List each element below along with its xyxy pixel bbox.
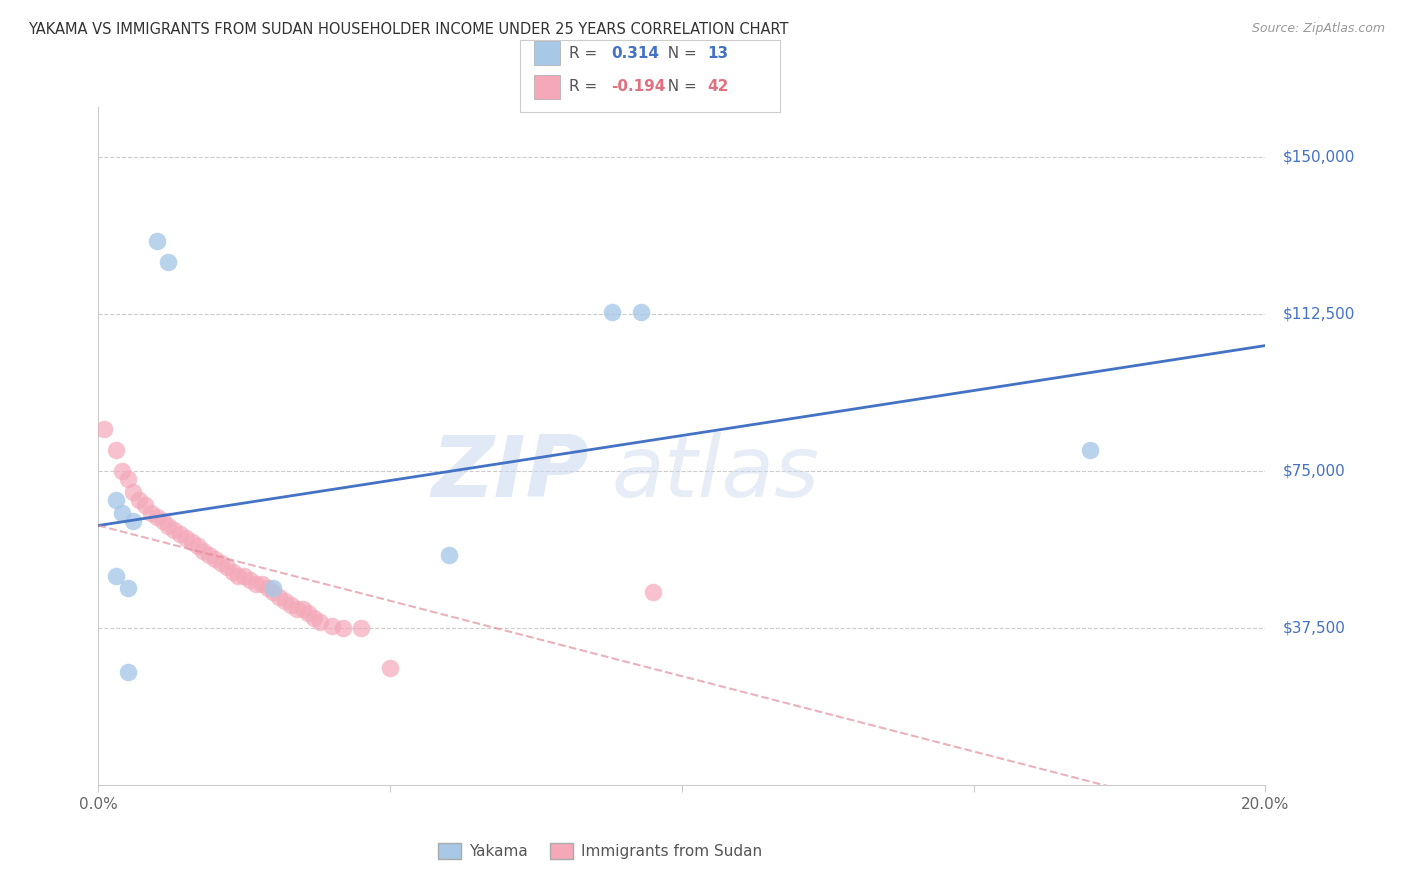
Text: R =: R = xyxy=(569,45,603,61)
Point xyxy=(104,493,127,508)
Point xyxy=(228,568,250,582)
Point xyxy=(193,543,215,558)
Point xyxy=(111,506,134,520)
Point xyxy=(152,514,174,528)
Point xyxy=(117,665,139,679)
Point xyxy=(600,305,623,319)
Text: N =: N = xyxy=(658,45,702,61)
Point xyxy=(239,573,262,587)
Point xyxy=(93,422,115,436)
Point xyxy=(180,535,202,549)
Point xyxy=(122,514,145,528)
Point xyxy=(146,510,169,524)
Text: R =: R = xyxy=(569,79,603,95)
Point xyxy=(233,568,256,582)
Point xyxy=(215,560,238,574)
Text: YAKAMA VS IMMIGRANTS FROM SUDAN HOUSEHOLDER INCOME UNDER 25 YEARS CORRELATION CH: YAKAMA VS IMMIGRANTS FROM SUDAN HOUSEHOL… xyxy=(28,22,789,37)
Text: Source: ZipAtlas.com: Source: ZipAtlas.com xyxy=(1251,22,1385,36)
Point xyxy=(104,443,127,458)
Point xyxy=(250,577,273,591)
Point xyxy=(128,493,150,508)
Text: 0.314: 0.314 xyxy=(612,45,659,61)
Text: 13: 13 xyxy=(707,45,728,61)
Point xyxy=(350,621,373,635)
Point xyxy=(146,234,169,248)
Point xyxy=(297,607,319,621)
Point xyxy=(157,518,180,533)
Point xyxy=(332,621,354,635)
Point xyxy=(204,552,226,566)
Point xyxy=(321,619,343,633)
Point xyxy=(256,582,278,596)
Point xyxy=(157,255,180,269)
Text: N =: N = xyxy=(658,79,702,95)
Point xyxy=(304,610,326,624)
Point xyxy=(280,598,302,612)
Point xyxy=(245,577,267,591)
Text: $37,500: $37,500 xyxy=(1282,621,1346,635)
Point xyxy=(134,498,156,512)
Point xyxy=(641,585,664,599)
Point xyxy=(291,602,314,616)
Point xyxy=(198,548,221,562)
Text: atlas: atlas xyxy=(612,432,820,515)
Text: $150,000: $150,000 xyxy=(1282,150,1355,165)
Point xyxy=(187,540,209,554)
Point xyxy=(209,556,232,570)
Point xyxy=(378,661,402,675)
Point xyxy=(262,585,284,599)
Point xyxy=(269,590,291,604)
Point xyxy=(117,473,139,487)
Point xyxy=(117,582,139,596)
Point xyxy=(221,565,243,579)
Point xyxy=(104,568,127,582)
Point xyxy=(285,602,308,616)
Point xyxy=(122,485,145,500)
Text: $112,500: $112,500 xyxy=(1282,307,1355,322)
Point xyxy=(111,464,134,478)
Text: $75,000: $75,000 xyxy=(1282,464,1346,479)
Text: ZIP: ZIP xyxy=(430,432,589,515)
Text: 42: 42 xyxy=(707,79,728,95)
Point xyxy=(139,506,162,520)
Point xyxy=(262,582,284,596)
Point xyxy=(630,305,652,319)
Point xyxy=(274,594,297,608)
Point xyxy=(437,548,460,562)
Point xyxy=(169,527,191,541)
Text: -0.194: -0.194 xyxy=(612,79,666,95)
Legend: Yakama, Immigrants from Sudan: Yakama, Immigrants from Sudan xyxy=(432,838,768,865)
Point xyxy=(309,615,332,629)
Point xyxy=(1080,443,1102,458)
Point xyxy=(163,523,186,537)
Point xyxy=(174,531,197,545)
